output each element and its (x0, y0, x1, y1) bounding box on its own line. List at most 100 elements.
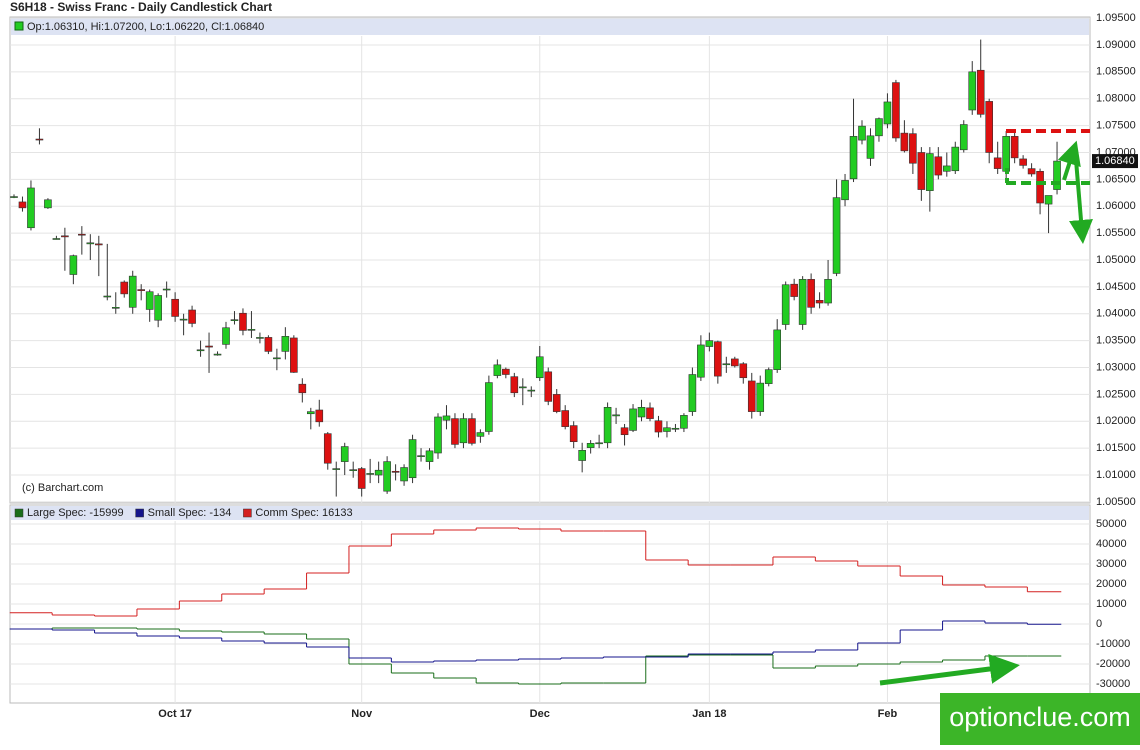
candle-body (680, 415, 688, 429)
candle-body (654, 420, 663, 433)
candle-body (349, 469, 358, 471)
candle-body (1044, 195, 1053, 205)
candle-body (510, 376, 519, 394)
candle-body (502, 368, 510, 375)
candle-body (357, 468, 366, 489)
candle-body (858, 125, 866, 141)
candle-body (332, 468, 341, 470)
candle-body (747, 380, 756, 412)
candle-body (69, 255, 78, 275)
candle-body (959, 124, 968, 151)
candle-body (451, 418, 459, 445)
candle-body (561, 410, 570, 427)
candle-body (137, 289, 145, 291)
y-tick-label: 1.03000 (1096, 361, 1136, 373)
candle-body (222, 327, 230, 345)
candle-body (298, 383, 307, 394)
legend-swatch (14, 508, 24, 518)
candle-body (730, 358, 739, 367)
candle-body (315, 409, 324, 423)
candle-body (663, 427, 671, 432)
y-tick-label: 10000 (1096, 598, 1127, 610)
candle-body (985, 101, 994, 153)
candle-body (798, 279, 807, 325)
y-tick-label: 1.01000 (1096, 469, 1136, 481)
ohlc-strip (11, 18, 1089, 35)
candle-body (926, 153, 934, 191)
y-tick-label: 1.04500 (1096, 281, 1136, 293)
candle-body (408, 439, 417, 479)
candle-body (213, 353, 222, 356)
arrow-down (1069, 147, 1093, 244)
chart-title: S6H18 - Swiss Franc - Daily Candlestick … (10, 0, 272, 14)
candle-body (714, 341, 722, 377)
candle-body (535, 356, 544, 379)
y-tick-label: 30000 (1096, 558, 1127, 570)
y-tick-label: 1.03500 (1096, 335, 1136, 347)
candle-body (290, 337, 298, 373)
candle-body (612, 414, 620, 417)
candle-body (196, 349, 205, 352)
candle-body (518, 386, 527, 389)
candle-body (671, 427, 680, 430)
y-tick-label: 1.00500 (1096, 496, 1136, 508)
candle-body (61, 235, 69, 238)
candle-body (934, 156, 943, 176)
candle-body (764, 369, 773, 384)
candle-body (10, 196, 18, 198)
candle-body (1027, 168, 1036, 175)
candle-body (552, 394, 561, 412)
legend-label: Small Spec: -134 (148, 507, 232, 519)
candle-body (756, 382, 765, 412)
candle-body (374, 469, 383, 476)
candle-body (586, 443, 595, 448)
ohlc-swatch (14, 21, 24, 31)
candle-body (247, 329, 256, 331)
candle-body (976, 69, 985, 115)
y-tick-label: 40000 (1096, 538, 1127, 550)
candle-body (951, 146, 960, 172)
candle-body (875, 118, 883, 137)
candle-body (52, 238, 61, 240)
watermark-box (940, 693, 1140, 745)
plot: 1.00500 1.01000 1.01500 1.02000 1.02500 1.030… (9, 12, 1138, 720)
x-tick-label: Dec (530, 708, 550, 720)
legend-swatch (243, 508, 252, 518)
candle-body (264, 337, 273, 352)
candle-body (171, 298, 179, 317)
candle-body (841, 180, 849, 201)
candle-body (603, 407, 612, 444)
candle-body (569, 425, 578, 443)
x-tick-label: Nov (351, 708, 373, 720)
candle-body (527, 389, 536, 392)
x-tick-label: Feb (878, 708, 898, 720)
candle-body (629, 408, 637, 431)
candle-body (103, 295, 112, 298)
candle-body (968, 71, 977, 111)
candle-body (400, 467, 408, 482)
candle-body (900, 132, 909, 152)
y-tick-label: 1.01500 (1096, 442, 1136, 454)
candle-body (578, 450, 586, 461)
candle-body (239, 312, 247, 331)
y-tick-label: -10000 (1096, 638, 1130, 650)
candle-body (697, 344, 705, 378)
annotations (879, 129, 1093, 686)
y-tick-label: 0 (1096, 618, 1102, 630)
y-tick-label: 1.09500 (1096, 12, 1136, 24)
candle-body (78, 233, 86, 236)
legend-label: Large Spec: -15999 (27, 507, 124, 519)
y-tick-label: 1.02500 (1096, 388, 1136, 400)
candle-body (1019, 158, 1027, 166)
candle-body (18, 201, 27, 209)
candle-body (86, 242, 95, 245)
candle-body (323, 433, 332, 464)
candle-body (425, 450, 434, 462)
y-tick-label: 1.08500 (1096, 66, 1136, 78)
candle-body (476, 432, 485, 437)
candle-body (866, 135, 875, 159)
last-price-label: 1.06840 (1095, 155, 1135, 167)
y-tick-label: -20000 (1096, 658, 1130, 670)
candle-body (95, 243, 103, 246)
candle-body (27, 187, 35, 229)
